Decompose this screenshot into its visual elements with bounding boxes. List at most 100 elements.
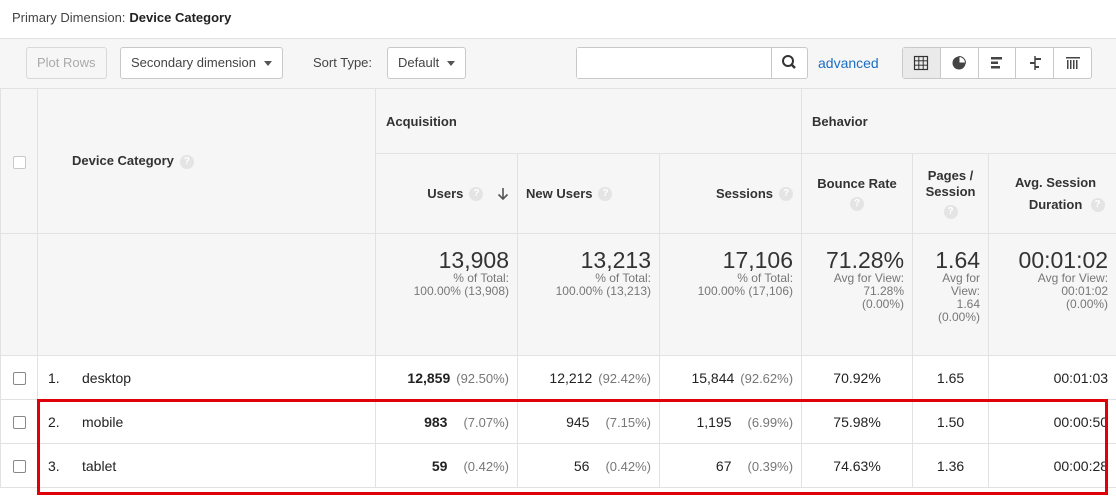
chevron-down-icon [447,61,456,67]
help-icon[interactable]: ? [943,205,958,220]
sessions-cell: 15,844 (92.62%) [658,355,803,400]
users-total: 13,908% of Total: 100.00% (13,908) [375,233,518,356]
plot-rows-button[interactable]: Plot Rows [26,47,107,79]
sort-descending-icon [497,188,509,201]
sessions-percent: (0.39%) [747,458,794,474]
row-checkbox[interactable] [12,372,26,386]
users-percent: (7.07%) [463,414,509,430]
bounce-rate-total-caption: Avg for View: [833,271,905,285]
pages-session-cell: 1.50 [912,399,990,444]
sessions-percent: (92.62%) [740,370,794,386]
totals-label-cell [37,233,376,356]
avg-session-duration-column-header[interactable]: Avg. Session Duration? [988,153,1116,234]
dimension-header-label: Device Category [72,153,174,169]
avg-session-duration-cell: 00:00:50 [988,399,1116,444]
pages-session-header-label: Pages / Session [925,167,976,199]
new-users-percent: (0.42%) [605,458,651,474]
sessions-total: 17,106% of Total: 100.00% (17,106) [658,233,803,356]
pie-view-icon [952,55,967,70]
term-cloud-view-icon [1065,57,1080,69]
pie-view-button[interactable] [941,48,979,78]
row-rank: 2. [48,413,60,430]
help-icon[interactable]: ? [1090,198,1105,213]
new-users-total-caption: % of Total: [595,271,651,285]
users-column-header[interactable]: Users? [375,153,518,234]
sessions-cell: 1,195 (6.99%) [658,399,803,444]
avg-session-duration-total: 00:01:02 Avg for View: 00:01:02 (0.00%) [988,233,1116,356]
sessions-value: 67 [715,457,732,474]
help-icon[interactable]: ? [469,187,484,202]
table-row: 2. mobile 983 (7.07%) 945 (7.15%) 1,195 (6.9… [0,399,1116,444]
users-percent: (0.42%) [463,458,509,474]
behavior-group-header: Behavior [801,88,1116,154]
device-category-link[interactable]: mobile [82,413,124,430]
bounce-rate-cell: 70.92% [801,355,914,400]
totals-row: 13,908% of Total: 100.00% (13,908) 13,213… [0,233,1116,356]
users-cell: 12,859 (92.50%) [375,355,518,400]
sessions-value: 1,195 [696,413,732,430]
row-rank: 3. [48,457,60,474]
advanced-link[interactable]: advanced [818,55,879,71]
search-input[interactable] [577,48,771,78]
sort-type-dropdown[interactable]: Default [387,47,467,79]
bounce-rate-total-delta: (0.00%) [862,297,905,311]
device-category-cell: 2. mobile [37,399,376,444]
new-users-column-header[interactable]: New Users? [517,153,660,234]
avg-session-duration-total-delta: (0.00%) [1066,297,1109,311]
bounce-rate-column-header[interactable]: Bounce Rate? [801,153,914,234]
search-box [576,47,808,79]
pages-session-cell: 1.36 [912,443,990,488]
device-category-cell: 3. tablet [37,443,376,488]
row-checkbox-cell [0,355,38,400]
report-table: Device Category? Acquisition Behavior Us… [0,88,1116,488]
secondary-dimension-dropdown[interactable]: Secondary dimension [120,47,284,79]
select-all-cell [0,88,38,234]
row-rank: 1. [48,369,60,386]
sessions-percent: (6.99%) [747,414,794,430]
table-row: 1. desktop 12,859 (92.50%) 12,212 (92.42%) … [0,355,1116,400]
device-category-link[interactable]: tablet [82,457,117,474]
acquisition-group-header: Acquisition [374,88,803,154]
avg-session-duration-cell: 00:00:28 [988,443,1116,488]
bounce-rate-cell: 74.63% [801,443,914,488]
term-cloud-view-button[interactable] [1054,48,1091,78]
sessions-column-header[interactable]: Sessions? [658,153,803,234]
new-users-value: 945 [566,413,590,430]
comparison-view-button[interactable] [1016,48,1055,78]
sessions-cell: 67 (0.39%) [658,443,803,488]
help-icon[interactable]: ? [598,187,613,202]
new-users-percent: (7.15%) [605,414,651,430]
dimension-header[interactable]: Device Category? [37,88,376,234]
primary-dimension-label: Primary Dimension: [12,10,126,25]
users-value: 59 [431,457,448,474]
bounce-rate-total-value: 71.28% [826,247,905,273]
device-category-link[interactable]: desktop [82,369,132,386]
help-icon[interactable]: ? [779,187,794,202]
users-total-value: 13,908 [438,247,509,273]
users-header-label: Users [427,185,464,201]
avg-session-duration-cell: 00:01:03 [988,355,1116,400]
performance-view-button[interactable] [979,48,1017,78]
new-users-value: 56 [573,457,590,474]
primary-dimension-value[interactable]: Device Category [129,10,232,25]
sessions-header-label: Sessions [715,185,774,201]
row-checkbox[interactable] [12,416,26,430]
select-all-checkbox[interactable] [12,155,26,169]
row-checkbox-cell [0,399,38,444]
pages-session-total-caption-2: View: [950,284,981,298]
table-view-button[interactable] [903,48,941,78]
sessions-total-caption: % of Total: [737,271,794,285]
new-users-percent: (92.42%) [598,370,651,386]
search-button[interactable] [771,48,807,78]
help-icon[interactable]: ? [179,154,194,169]
table-row: 3. tablet 59 (0.42%) 56 (0.42%) 67 (0.39%) 7… [0,443,1116,488]
pages-session-total-delta: (0.00%) [938,310,981,324]
avg-session-duration-total-detail: 00:01:02 [1061,284,1109,298]
pages-session-total-value: 1.64 [935,247,981,273]
row-checkbox[interactable] [12,460,26,474]
new-users-total: 13,213% of Total: 100.00% (13,213) [517,233,660,356]
bounce-rate-total-detail: 71.28% [863,284,905,298]
new-users-total-detail: 100.00% (13,213) [555,284,651,298]
help-icon[interactable]: ? [850,196,865,211]
pages-session-column-header[interactable]: Pages / Session? [912,153,990,234]
